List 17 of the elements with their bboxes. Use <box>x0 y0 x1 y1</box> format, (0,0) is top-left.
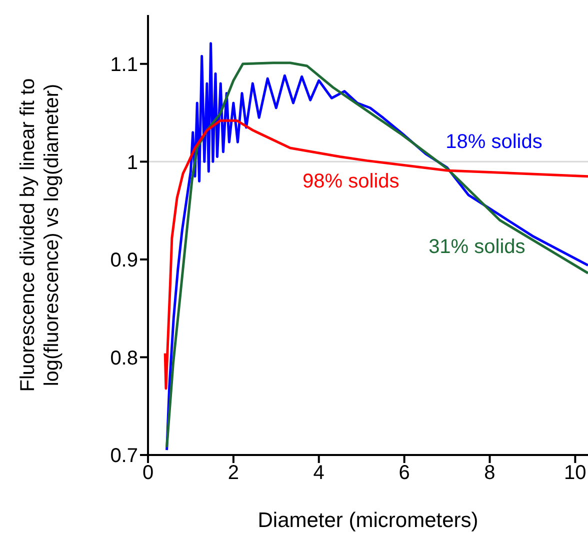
line-series <box>164 119 588 390</box>
y-tick-label: 0.8 <box>110 347 138 370</box>
y-tick-label: 0.7 <box>110 445 138 468</box>
y-tick-label: 1.1 <box>110 54 138 76</box>
x-axis-title: Diameter (micrometers) <box>258 509 478 532</box>
series-label: 31% solids <box>428 236 526 258</box>
series-label: 18% solids <box>446 131 542 154</box>
y-tick-label: 0.9 <box>110 250 138 272</box>
y-tick-label: 1 <box>126 152 138 174</box>
y-axis-title: Fluorescence divided by linear fit to log(fluorescence) vs log(diameter) <box>17 78 63 392</box>
x-tick-label: 8 <box>484 462 496 484</box>
x-tick-label: 2 <box>228 462 239 484</box>
x-tick-label: 10 <box>564 462 586 484</box>
x-tick-label: 0 <box>142 462 154 484</box>
x-tick-label: 6 <box>398 462 410 484</box>
series-label: 98% solids <box>302 170 400 192</box>
x-tick-label: 4 <box>313 462 324 484</box>
